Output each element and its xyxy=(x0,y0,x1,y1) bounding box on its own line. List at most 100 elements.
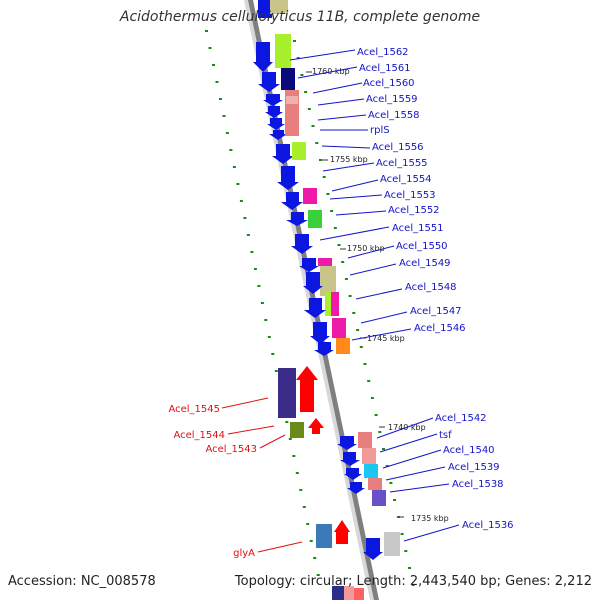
gene-arrow[interactable] xyxy=(269,130,287,140)
gene-label[interactable]: Acel_1554 xyxy=(380,174,432,185)
cog-box[interactable] xyxy=(278,368,296,418)
cog-box[interactable] xyxy=(325,292,331,316)
tick-dot xyxy=(215,81,219,83)
cog-box[interactable] xyxy=(362,448,376,464)
tick-dot xyxy=(288,438,292,440)
gene-label[interactable]: Acel_1538 xyxy=(452,479,504,490)
label-connector xyxy=(347,245,395,259)
cog-box[interactable] xyxy=(308,210,322,228)
gene-label[interactable]: Acel_1539 xyxy=(448,462,500,473)
label-connector xyxy=(322,162,375,172)
cog-box[interactable] xyxy=(275,34,291,68)
tick-dot xyxy=(229,149,233,151)
gene-label[interactable]: Acel_1550 xyxy=(396,241,448,252)
gene-label[interactable]: Acel_1562 xyxy=(357,47,409,58)
gene-arrow[interactable] xyxy=(303,272,323,294)
topology-label: Topology: circular; Length: 2,443,540 bp… xyxy=(234,574,592,589)
tick-dot xyxy=(299,489,303,491)
gene-label[interactable]: Acel_1555 xyxy=(376,158,428,169)
cog-box[interactable] xyxy=(368,478,382,490)
cog-box[interactable] xyxy=(318,258,332,266)
cog-box[interactable] xyxy=(364,464,378,478)
gene-arrow[interactable] xyxy=(340,452,360,466)
reverse-gene-labels: Acel_1545 Acel_1544 Acel_1543 glyA xyxy=(168,397,303,559)
cog-box[interactable] xyxy=(320,266,336,296)
gene-arrow[interactable] xyxy=(363,538,383,560)
gene-arrow[interactable] xyxy=(267,118,285,130)
gene-label[interactable]: Acel_1559 xyxy=(366,94,418,105)
gene-label[interactable]: Acel_1540 xyxy=(443,445,495,456)
gene-label[interactable]: Acel_1546 xyxy=(414,323,466,334)
tick-dot xyxy=(285,421,289,423)
gene-arrow[interactable] xyxy=(272,144,294,164)
tick-dot xyxy=(274,370,278,372)
gene-label[interactable]: Acel_1545 xyxy=(168,404,220,415)
gene-label[interactable]: Acel_1552 xyxy=(388,205,440,216)
cog-box[interactable] xyxy=(358,432,372,448)
gene-arrow[interactable] xyxy=(281,192,303,210)
tick-dot xyxy=(316,574,320,576)
label-connector xyxy=(355,288,403,300)
gene-label[interactable]: Acel_1556 xyxy=(372,142,424,153)
cog-box[interactable] xyxy=(292,142,306,160)
cog-box[interactable] xyxy=(270,0,288,14)
cog-box[interactable] xyxy=(372,490,386,506)
cog-box[interactable] xyxy=(332,586,344,600)
gene-label[interactable]: Acel_1536 xyxy=(462,520,514,531)
gene-label[interactable]: Acel_1551 xyxy=(392,223,444,234)
gene-label[interactable]: Acel_1553 xyxy=(384,190,436,201)
gene-arrow[interactable] xyxy=(291,234,313,254)
tick-dot xyxy=(222,115,226,117)
gene-label[interactable]: Acel_1542 xyxy=(435,413,487,424)
cog-box[interactable] xyxy=(286,96,298,104)
cog-box[interactable] xyxy=(290,422,304,438)
gene-arrow[interactable] xyxy=(308,418,324,434)
gene-label[interactable]: Acel_1547 xyxy=(410,306,462,317)
gene-arrow[interactable] xyxy=(304,298,326,318)
gene-label[interactable]: Acel_1560 xyxy=(363,78,415,89)
gene-label[interactable]: Acel_1561 xyxy=(359,63,411,74)
gene-arrow[interactable] xyxy=(296,366,318,412)
gene-arrow[interactable] xyxy=(277,166,299,190)
tick-dot xyxy=(208,47,212,49)
cog-box[interactable] xyxy=(303,188,317,204)
gene-arrow[interactable] xyxy=(263,94,283,106)
gene-arrow[interactable] xyxy=(314,342,334,356)
cog-box[interactable] xyxy=(336,338,350,354)
cog-box[interactable] xyxy=(331,292,339,316)
cog-box[interactable] xyxy=(344,586,354,600)
tick-dot xyxy=(250,251,254,253)
gene-arrow[interactable] xyxy=(310,322,330,344)
tick-dot xyxy=(257,285,261,287)
cog-box[interactable] xyxy=(354,588,364,600)
gene-arrow[interactable] xyxy=(344,468,362,480)
gene-arrow[interactable] xyxy=(299,258,319,272)
gene-label[interactable]: Acel_1548 xyxy=(405,282,457,293)
tick-dot xyxy=(367,380,371,382)
gene-arrow[interactable] xyxy=(258,0,272,18)
gene-label[interactable]: glyA xyxy=(233,548,255,559)
gene-arrow[interactable] xyxy=(286,212,308,226)
gene-arrow[interactable] xyxy=(253,42,273,72)
tick-dot xyxy=(225,132,229,134)
gene-label[interactable]: Acel_1543 xyxy=(205,444,257,455)
cog-box[interactable] xyxy=(316,524,332,548)
gene-arrow[interactable] xyxy=(265,106,283,118)
cog-box[interactable] xyxy=(384,532,400,556)
gene-label[interactable]: Acel_1544 xyxy=(173,430,225,441)
tick-dot xyxy=(370,397,374,399)
gene-arrow[interactable] xyxy=(258,72,280,92)
gene-label[interactable]: Acel_1549 xyxy=(399,258,451,269)
cog-box[interactable] xyxy=(281,68,295,90)
gene-label[interactable]: tsf xyxy=(439,430,452,441)
tick-dot xyxy=(264,319,268,321)
cog-box[interactable] xyxy=(332,318,346,338)
label-connector xyxy=(257,541,303,553)
gene-arrow[interactable] xyxy=(347,482,365,494)
gene-arrow[interactable] xyxy=(337,436,357,450)
gene-label[interactable]: rplS xyxy=(370,125,390,136)
tick-dot xyxy=(378,431,382,433)
gene-arrow[interactable] xyxy=(334,520,350,544)
gene-label[interactable]: Acel_1558 xyxy=(368,110,420,121)
